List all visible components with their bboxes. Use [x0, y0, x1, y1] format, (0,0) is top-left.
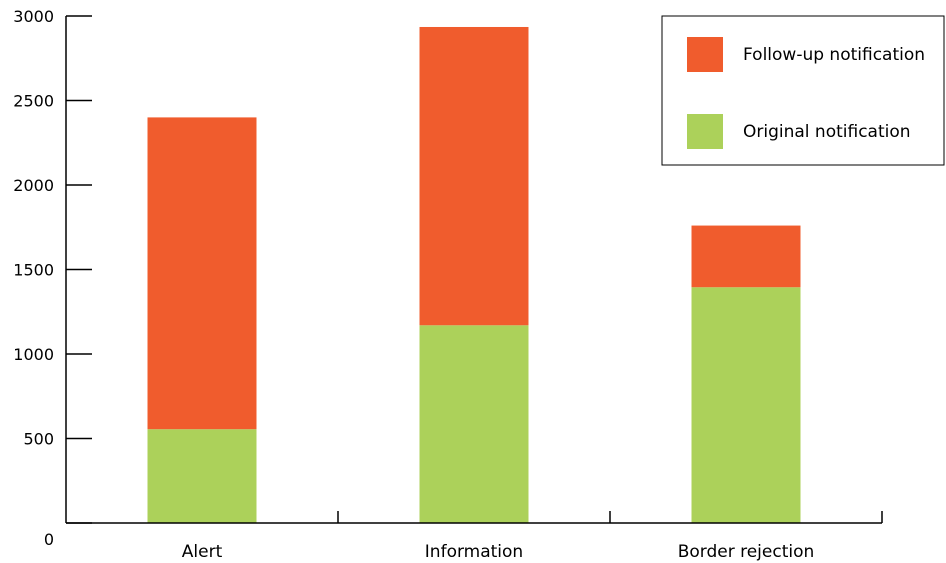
legend-swatch-follow-up-notification	[687, 37, 723, 72]
bar-alert-original-notification	[147, 429, 257, 523]
ticks-layer: 0 500 1000 1500 2000 2500 3000 Alert Information…	[13, 7, 883, 562]
bar-alert-follow-up-notification	[147, 117, 257, 430]
y-tick-label: 3000	[13, 7, 54, 26]
bar-border-rejection-original-notification	[691, 287, 801, 523]
legend-swatch-original-notification	[687, 114, 723, 149]
y-tick-label: 1500	[13, 261, 54, 280]
x-category-label: Border rejection	[678, 542, 815, 562]
bar-border-rejection-follow-up-notification	[691, 225, 801, 288]
legend: Follow-up notification Original notificat…	[661, 15, 945, 166]
bar-information-follow-up-notification	[419, 26, 529, 326]
bar-information-original-notification	[419, 325, 529, 523]
y-tick-label: 2500	[13, 92, 54, 111]
x-category-label: Alert	[182, 542, 223, 562]
bars-layer	[147, 26, 801, 523]
y-tick-label: 1000	[13, 345, 54, 364]
y-tick-label: 500	[23, 430, 54, 449]
y-tick-label: 2000	[13, 176, 54, 195]
y-tick-label: 0	[44, 530, 54, 549]
legend-label-original-notification: Original notification	[743, 122, 911, 142]
legend-label-follow-up-notification: Follow-up notification	[743, 45, 925, 65]
x-category-label: Information	[425, 542, 523, 562]
